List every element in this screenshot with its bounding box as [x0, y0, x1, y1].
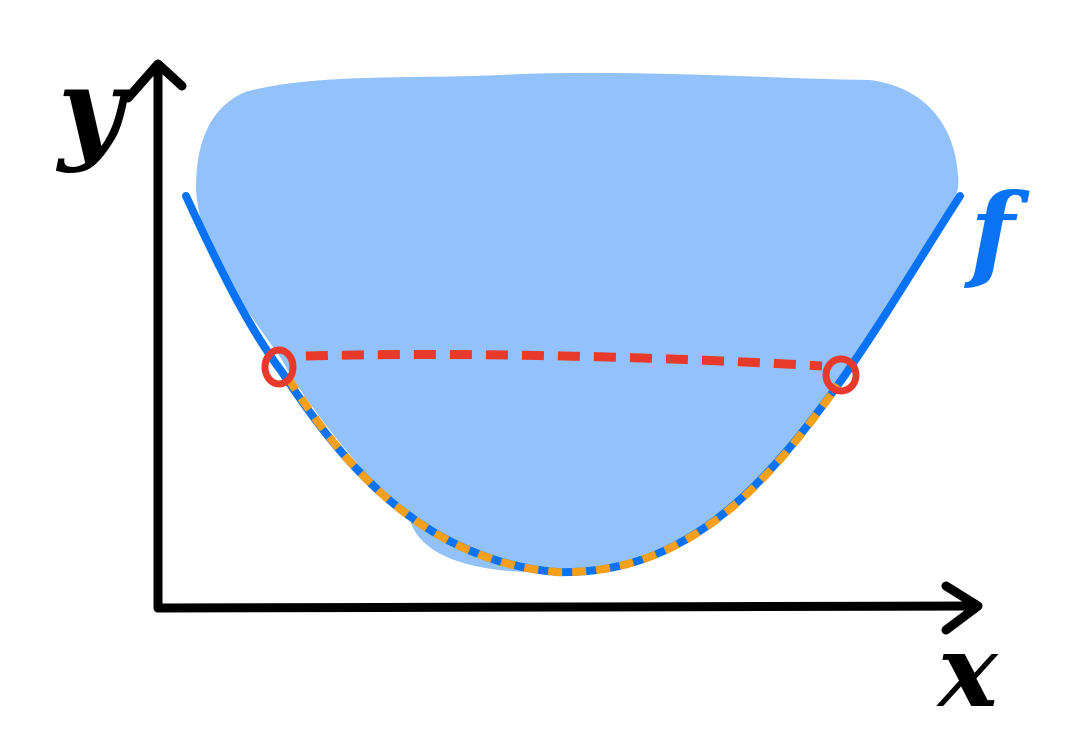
y-axis-label: y — [55, 44, 130, 175]
arrowhead-right-icon — [941, 581, 983, 635]
x-axis-line — [153, 601, 980, 613]
arc-highlight — [284, 375, 842, 577]
arrowhead-up-icon — [123, 59, 187, 103]
circle-marker-icon — [261, 346, 297, 388]
epigraph-region — [196, 72, 959, 573]
axes — [123, 59, 983, 635]
x-axis-label: x — [936, 612, 999, 730]
left-endpoint-marker — [261, 346, 297, 388]
circle-marker-icon — [822, 355, 860, 395]
right-endpoint-marker — [822, 355, 860, 395]
chord-line — [305, 349, 823, 371]
function-label: f — [963, 170, 1030, 293]
